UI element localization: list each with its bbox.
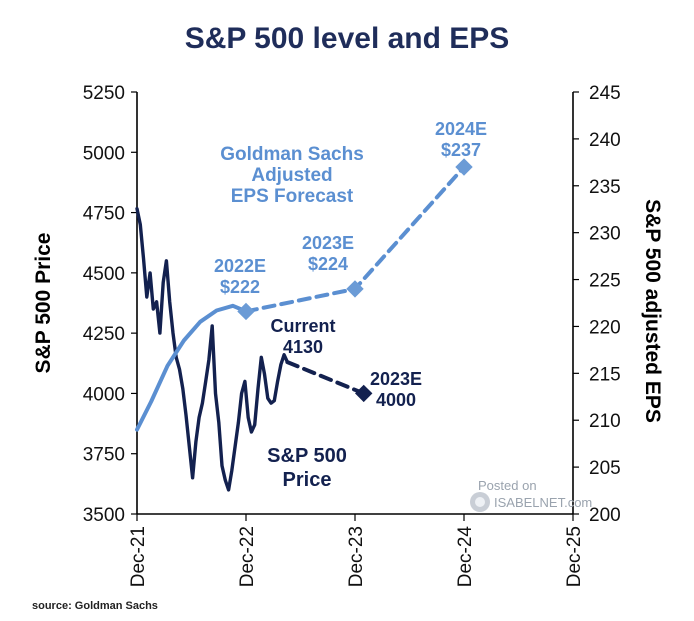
source-note: source: Goldman Sachs [32, 600, 158, 612]
2022e-label-line: 2022E [214, 256, 266, 276]
2024e-label: 2024E $237 [435, 119, 487, 160]
y-left-label: S&P 500 Price [32, 233, 55, 374]
2023e-eps-label: 2023E $224 [302, 233, 354, 274]
left-tick-label: 4500 [83, 264, 125, 285]
marker-2 [455, 158, 473, 176]
sp500-price-label-line: S&P 500 [267, 445, 347, 467]
x-tick-label: Dec-21 [128, 526, 149, 587]
chart: 3500 3750 4000 4250 4500 4750 5000 5250 200 205 21… [32, 83, 664, 588]
left-tick-label: 5250 [83, 83, 125, 104]
right-tick-label: 210 [589, 411, 621, 432]
2022e-label-line: $222 [220, 277, 260, 297]
right-tick-label: 200 [589, 505, 621, 526]
x-tick-label: Dec-25 [564, 526, 585, 587]
sp500-price-label: S&P 500 Price [267, 445, 347, 491]
series-line-1 [285, 360, 366, 396]
series-line-0 [135, 206, 290, 492]
current-label-line: Current [270, 316, 335, 336]
right-tick-label: 245 [589, 83, 621, 104]
y-right-label: S&P 500 adjusted EPS [641, 199, 664, 423]
2023e-eps-label-line: $224 [308, 254, 348, 274]
2023e-price-label: 2023E 4000 [370, 369, 422, 410]
watermark-logo-inner-icon [475, 497, 485, 507]
watermark-posted-on: Posted on [478, 478, 537, 493]
right-tick-label: 215 [589, 364, 621, 385]
left-tick-label: 4000 [83, 384, 125, 405]
right-tick-label: 220 [589, 317, 621, 338]
forecast-label-line: Goldman Sachs [220, 144, 364, 165]
marker-1 [346, 280, 364, 298]
left-tick-label: 5000 [83, 143, 125, 164]
x-tick-label: Dec-22 [237, 526, 258, 587]
left-tick-label: 4250 [83, 324, 125, 345]
2024e-label-line: $237 [441, 140, 481, 160]
forecast-label-line: EPS Forecast [231, 186, 354, 207]
sp500-price-label-line: Price [283, 469, 332, 491]
watermark: Posted on ISABELNET.com [470, 478, 592, 512]
current-label: Current 4130 [270, 316, 335, 357]
series-line-2 [135, 303, 248, 432]
right-tick-label: 240 [589, 130, 621, 151]
marker-0 [237, 302, 255, 321]
2023e-eps-label-line: 2023E [302, 233, 354, 253]
right-tick-label: 235 [589, 177, 621, 198]
left-tick-label: 3500 [83, 505, 125, 526]
forecast-label-line: Adjusted [251, 165, 332, 186]
left-tick-label: 4750 [83, 204, 125, 225]
x-tick-label: Dec-23 [346, 526, 367, 587]
2022e-label: 2022E $222 [214, 256, 266, 297]
right-tick-label: 205 [589, 458, 621, 479]
x-tick-label: Dec-24 [455, 526, 476, 588]
left-tick-label: 3750 [83, 445, 125, 466]
marker-3 [355, 384, 373, 403]
watermark-site: ISABELNET.com [494, 495, 592, 510]
2023e-price-label-line: 4000 [376, 390, 416, 410]
2023e-price-label-line: 2023E [370, 369, 422, 389]
forecast-label: Goldman Sachs Adjusted EPS Forecast [220, 144, 364, 207]
right-tick-label: 225 [589, 271, 621, 292]
chart-title: S&P 500 level and EPS [184, 22, 510, 55]
2024e-label-line: 2024E [435, 119, 487, 139]
current-label-line: 4130 [283, 337, 323, 357]
right-tick-label: 230 [589, 224, 621, 245]
